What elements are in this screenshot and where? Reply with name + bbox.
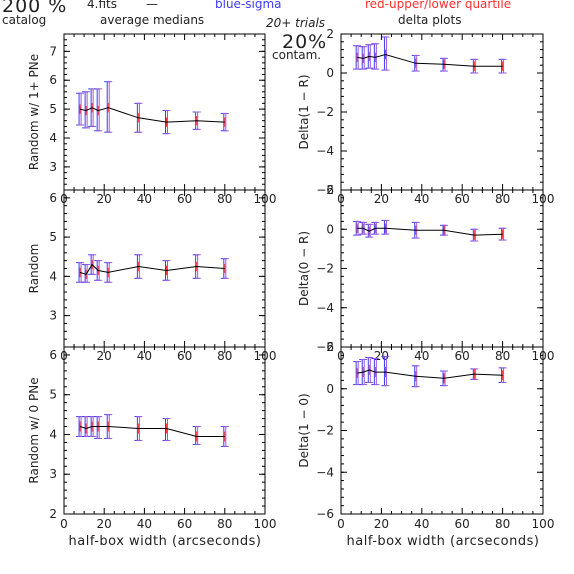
y-tick-label: −6: [316, 183, 334, 197]
y-axis-label: Random: [27, 244, 41, 294]
x-tick-label: 20: [97, 517, 112, 531]
median-line: [357, 53, 503, 67]
x-tick-label: 100: [254, 517, 277, 531]
x-tick-label: 60: [455, 517, 470, 531]
x-tick-label: 80: [495, 517, 510, 531]
x-tick-label: 60: [177, 517, 192, 531]
x-tick-label: 80: [217, 517, 232, 531]
y-tick-label: −2: [316, 424, 334, 438]
y-tick-label: 5: [49, 230, 57, 244]
y-tick-label: −4: [316, 144, 334, 158]
header-red-quartile: red-upper/lower quartile: [365, 0, 512, 11]
y-tick-label: 4: [49, 131, 57, 145]
x-tick-label: 40: [137, 349, 152, 363]
y-tick-label: −2: [316, 262, 334, 276]
y-tick-label: 3: [49, 467, 57, 481]
y-tick-label: 6: [49, 191, 57, 205]
y-tick-label: −2: [316, 105, 334, 119]
median-line: [79, 426, 225, 437]
y-axis-label: Random w/ 0 PNe: [27, 377, 41, 483]
y-tick-label: 4: [49, 269, 57, 283]
y-tick-label: 3: [49, 309, 57, 323]
y-tick-label: 2: [326, 183, 334, 197]
plot-frame: [63, 189, 266, 348]
plot-frame: [63, 33, 266, 191]
y-tick-label: 4: [49, 427, 57, 441]
y-tick-label: 0: [326, 382, 334, 396]
x-tick-label: 20: [374, 349, 389, 363]
x-axis-label: half-box width (arcseconds): [69, 534, 262, 549]
y-axis-label: Delta(1 − 0): [297, 393, 311, 467]
header-trials: 20+ trials: [266, 16, 326, 30]
x-tick-label: 40: [414, 517, 429, 531]
y-tick-label: 2: [49, 507, 57, 521]
x-tick-label: 60: [177, 349, 192, 363]
x-tick-label: 100: [532, 517, 555, 531]
x-tick-label: 20: [374, 517, 389, 531]
x-tick-label: 0: [337, 517, 345, 531]
plot-frame: [63, 346, 266, 515]
y-tick-label: −4: [316, 301, 334, 315]
header-average-medians: average medians: [100, 13, 205, 27]
plot-frame: [340, 33, 544, 191]
panel-5: 0 20 40 60 80 100 2 3 4 5 6 Random w/ 0 PNe: [27, 346, 277, 531]
x-tick-label: 20: [97, 349, 112, 363]
y-tick-label: −6: [316, 340, 334, 354]
header-contam: contam.: [272, 48, 322, 62]
x-tick-label: 80: [495, 192, 510, 206]
y-tick-label: 3: [49, 160, 57, 174]
header-delta-plots: delta plots: [398, 13, 462, 27]
plot-frame: [340, 189, 544, 348]
y-axis-label: Delta(1 − R): [297, 74, 311, 149]
median-line: [357, 369, 503, 379]
x-axis-label: half-box width (arcseconds): [347, 534, 540, 549]
y-tick-label: 2: [326, 27, 334, 41]
y-tick-label: 0: [326, 222, 334, 236]
header-blue-sigma: blue-sigma: [215, 0, 282, 11]
header-percent: 200 %: [2, 0, 68, 17]
y-tick-label: 2: [326, 340, 334, 354]
plot-frame: [340, 346, 544, 515]
y-tick-label: 5: [49, 102, 57, 116]
y-tick-label: 6: [49, 73, 57, 87]
y-tick-label: 5: [49, 388, 57, 402]
x-tick-label: 0: [60, 517, 68, 531]
header-dash: —: [146, 0, 158, 11]
panel-6: 0 20 40 60 80 100 −6 −4 −2 0 2 Delta(1 − 0): [297, 340, 554, 531]
x-tick-label: 80: [217, 349, 232, 363]
x-tick-label: 60: [455, 349, 470, 363]
y-tick-label: −4: [316, 465, 334, 479]
header-fits: 4.fits: [87, 0, 117, 11]
x-tick-label: 80: [495, 349, 510, 363]
y-axis-label: Random w/ 1+ PNe: [27, 54, 41, 170]
y-tick-label: 6: [49, 348, 57, 362]
y-axis-label: Delta(0 − R): [297, 231, 311, 306]
header-catalog: catalog: [2, 13, 47, 27]
x-tick-label: 60: [455, 192, 470, 206]
y-tick-label: −6: [316, 507, 334, 521]
x-tick-label: 40: [414, 192, 429, 206]
header-contam-percent: 20%: [282, 31, 328, 53]
x-tick-label: 40: [414, 349, 429, 363]
y-tick-label: 0: [326, 66, 334, 80]
y-tick-label: 7: [49, 44, 57, 58]
x-tick-label: 40: [137, 192, 152, 206]
x-tick-label: 60: [177, 192, 192, 206]
median-line: [79, 263, 225, 276]
x-tick-label: 80: [217, 192, 232, 206]
median-line: [357, 227, 503, 236]
x-tick-label: 40: [137, 517, 152, 531]
x-tick-label: 20: [97, 192, 112, 206]
median-line: [79, 107, 225, 123]
x-tick-label: 20: [374, 192, 389, 206]
